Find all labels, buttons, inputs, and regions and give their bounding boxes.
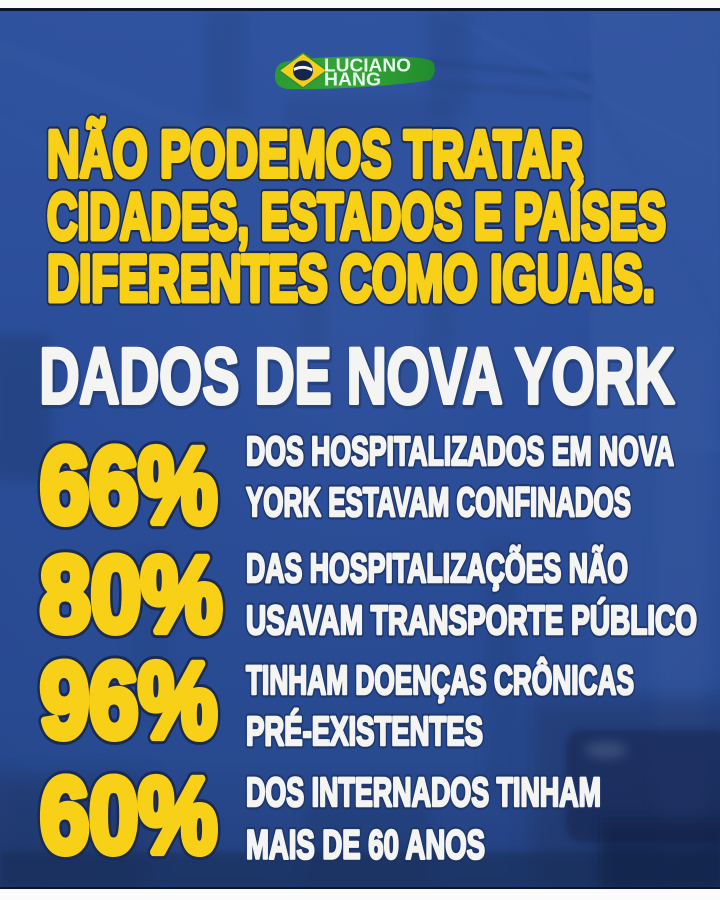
svg-text:USAVAM TRANSPORTE PÚBLICO: USAVAM TRANSPORTE PÚBLICO [246,597,697,643]
svg-text:66%: 66% [40,425,217,545]
svg-text:66%: 66% [40,425,217,545]
svg-text:60%: 60% [40,755,217,875]
svg-text:CIDADES, ESTADOS E PAÍSES: CIDADES, ESTADOS E PAÍSES [47,179,666,253]
svg-text:CIDADES, ESTADOS E PAÍSES: CIDADES, ESTADOS E PAÍSES [47,179,666,253]
svg-text:MAIS DE 60 ANOS: MAIS DE 60 ANOS [246,822,485,868]
svg-text:YORK ESTAVAM CONFINADOS: YORK ESTAVAM CONFINADOS [246,479,631,525]
svg-text:LUCIANO: LUCIANO [324,56,411,76]
svg-text:MAIS DE 60 ANOS: MAIS DE 60 ANOS [246,822,485,868]
svg-text:DAS HOSPITALIZAÇÕES NÃO: DAS HOSPITALIZAÇÕES NÃO [246,545,628,591]
svg-text:DIFERENTES COMO IGUAIS.: DIFERENTES COMO IGUAIS. [47,241,655,315]
svg-text:PRÉ-EXISTENTES: PRÉ-EXISTENTES [246,708,483,754]
svg-text:NÃO PODEMOS TRATAR: NÃO PODEMOS TRATAR [47,117,583,191]
svg-text:HANG: HANG [324,70,381,90]
svg-text:96%: 96% [40,640,217,760]
svg-text:80%: 80% [40,534,222,654]
svg-text:DADOS DE NOVA YORK: DADOS DE NOVA YORK [41,333,676,422]
svg-text:PRÉ-EXISTENTES: PRÉ-EXISTENTES [246,708,483,754]
svg-text:80%: 80% [40,534,222,654]
svg-text:DOS INTERNADOS TINHAM: DOS INTERNADOS TINHAM [246,769,601,815]
svg-text:DAS HOSPITALIZAÇÕES NÃO: DAS HOSPITALIZAÇÕES NÃO [246,545,628,591]
svg-text:USAVAM TRANSPORTE PÚBLICO: USAVAM TRANSPORTE PÚBLICO [246,597,697,643]
svg-text:TINHAM DOENÇAS CRÔNICAS: TINHAM DOENÇAS CRÔNICAS [246,657,634,703]
svg-text:DOS HOSPITALIZADOS EM NOVA: DOS HOSPITALIZADOS EM NOVA [246,428,674,474]
svg-text:NÃO PODEMOS TRATAR: NÃO PODEMOS TRATAR [47,117,583,191]
svg-text:YORK ESTAVAM CONFINADOS: YORK ESTAVAM CONFINADOS [246,479,631,525]
svg-text:DOS HOSPITALIZADOS EM NOVA: DOS HOSPITALIZADOS EM NOVA [246,428,674,474]
svg-text:DADOS DE NOVA YORK: DADOS DE NOVA YORK [40,331,675,420]
svg-text:TINHAM DOENÇAS CRÔNICAS: TINHAM DOENÇAS CRÔNICAS [246,657,634,703]
svg-text:96%: 96% [40,640,217,760]
svg-text:60%: 60% [40,755,217,875]
svg-text:DIFERENTES COMO IGUAIS.: DIFERENTES COMO IGUAIS. [47,241,655,315]
svg-text:DOS INTERNADOS TINHAM: DOS INTERNADOS TINHAM [246,769,601,815]
